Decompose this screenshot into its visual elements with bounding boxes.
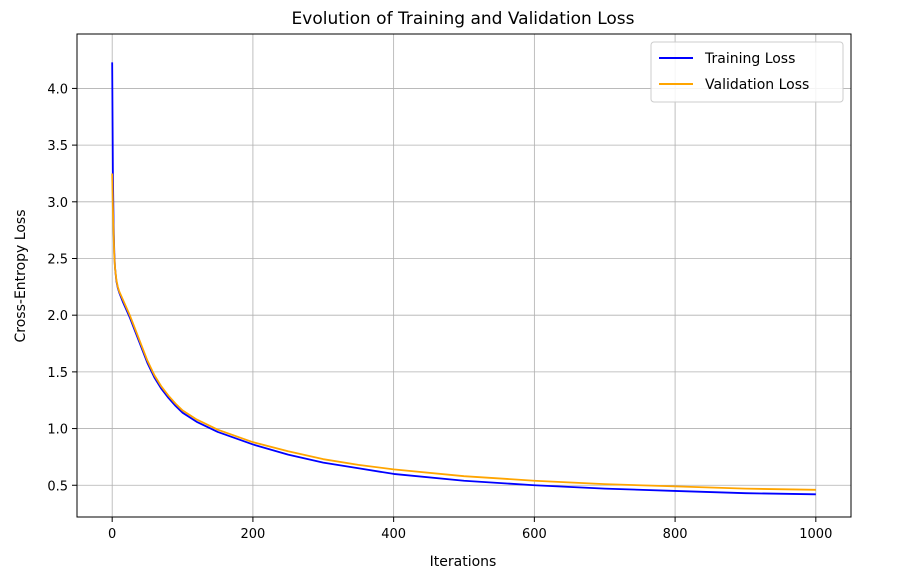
series-lines xyxy=(111,62,816,496)
y-axis-label: Cross-Entropy Loss xyxy=(13,210,29,343)
legend-label: Validation Loss xyxy=(705,77,809,93)
x-tick-label: 1000 xyxy=(799,527,832,542)
y-tick-label: 1.5 xyxy=(47,366,68,381)
y-tick-label: 4.0 xyxy=(47,82,68,97)
y-tick-label: 2.5 xyxy=(47,252,68,267)
chart-title: Evolution of Training and Validation Los… xyxy=(292,9,635,29)
series-line-validation-loss xyxy=(111,173,816,491)
axis-ticks: 0 200 400 600 800 1000 0.5 1.0 1.5 2.0 2.5 3.0 3.5 4.… xyxy=(47,82,832,542)
x-axis-label: Iterations xyxy=(430,554,497,570)
x-tick-label: 600 xyxy=(522,527,547,542)
x-tick-label: 400 xyxy=(381,527,406,542)
grid xyxy=(77,34,851,517)
legend-box xyxy=(650,41,844,103)
y-tick-label: 1.0 xyxy=(47,423,68,438)
legend-label: Training Loss xyxy=(704,51,795,67)
x-tick-label: 800 xyxy=(663,527,688,542)
x-tick-label: 0 xyxy=(108,527,116,542)
y-tick-label: 3.5 xyxy=(47,139,68,154)
x-tick-label: 200 xyxy=(240,527,265,542)
legend: Training Loss Validation Loss xyxy=(650,41,844,103)
plot-area-frame xyxy=(76,33,852,518)
y-tick-label: 3.0 xyxy=(47,196,68,211)
y-tick-label: 0.5 xyxy=(47,479,68,494)
y-tick-label: 2.0 xyxy=(47,309,68,324)
